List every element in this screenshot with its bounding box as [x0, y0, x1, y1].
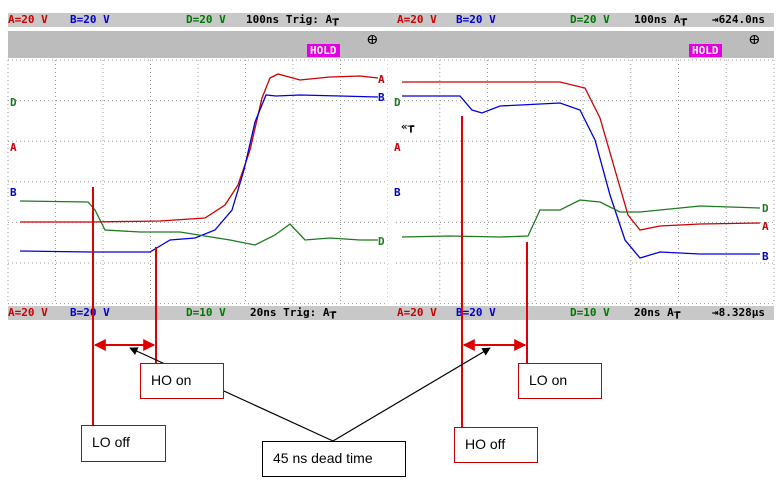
ho-off-callout: HO off — [454, 427, 538, 463]
level-marker-d-right: D — [394, 96, 401, 109]
lo-off-callout: LO off — [81, 425, 166, 462]
end-marker-d-right: D — [762, 202, 769, 215]
lo-on-label: LO on — [529, 372, 568, 388]
trace-marker-d: D — [378, 235, 385, 248]
channel-d-scale: D=20 V — [186, 13, 226, 26]
channel-b-scale-bottom: B=20 V — [70, 306, 110, 319]
pointer-arrow-right — [332, 347, 491, 442]
channel-b-scale: B=20 V — [70, 13, 110, 26]
level-marker-b: B — [10, 186, 17, 199]
hold-badge-right: HOLD — [689, 44, 722, 57]
timebase-trigger: 100ns Trig: A┲ — [246, 13, 339, 26]
trace-a-left — [20, 73, 379, 223]
channel-d-scale-right: D=20 V — [570, 13, 610, 26]
trace-marker-b: B — [378, 91, 385, 104]
hold-badge: HOLD — [307, 44, 340, 57]
ho-on-callout: HO on — [140, 363, 224, 399]
trigger-marker-icon: «┲ — [401, 120, 415, 133]
level-marker-a-right: A — [394, 141, 401, 154]
channel-a-scale-bottom-right: A=20 V — [397, 306, 437, 319]
trace-b-left — [19, 94, 379, 253]
trace-d-left — [19, 200, 378, 246]
level-marker-b-right: B — [394, 186, 401, 199]
lo-on-callout: LO on — [518, 363, 602, 399]
channel-d-scale-bottom: D=10 V — [186, 306, 226, 319]
level-marker-d: D — [10, 96, 17, 109]
ho-off-label: HO off — [465, 436, 506, 452]
lo-off-label: LO off — [92, 434, 130, 450]
time-offset-bottom-right: ⇥8.328µs — [712, 306, 765, 319]
ho-on-label: HO on — [151, 372, 192, 388]
top-status-bar: A=20 V B=20 V D=20 V 100ns Trig: A┲ A=20… — [8, 13, 774, 27]
header-strip — [8, 31, 774, 58]
trace-marker-a: A — [378, 73, 385, 86]
level-marker-a: A — [10, 141, 17, 154]
timebase-bottom-right: 20ns A┲ — [634, 306, 681, 319]
power-plug-icon-right: ⴲ — [749, 33, 760, 47]
dead-time-callout: 45 ns dead time — [262, 441, 406, 477]
trace-b-right — [402, 95, 760, 259]
channel-a-scale-right: A=20 V — [397, 13, 437, 26]
end-marker-a-right: A — [762, 220, 769, 233]
power-plug-icon: ⴲ — [367, 33, 378, 47]
channel-b-scale-right: B=20 V — [456, 13, 496, 26]
end-marker-b-right: B — [762, 250, 769, 263]
channel-d-scale-bottom-right: D=10 V — [570, 306, 610, 319]
trace-a-right — [402, 81, 761, 231]
channel-a-scale-bottom: A=20 V — [8, 306, 48, 319]
timebase-trigger-bottom: 20ns Trig: A┲ — [250, 306, 337, 319]
channel-a-scale: A=20 V — [8, 13, 48, 26]
time-offset-right: ⇥624.0ns — [712, 13, 765, 26]
trace-d-right — [401, 199, 761, 238]
timebase-right: 100ns A┲ — [634, 13, 687, 26]
dead-time-label: 45 ns dead time — [273, 450, 373, 466]
